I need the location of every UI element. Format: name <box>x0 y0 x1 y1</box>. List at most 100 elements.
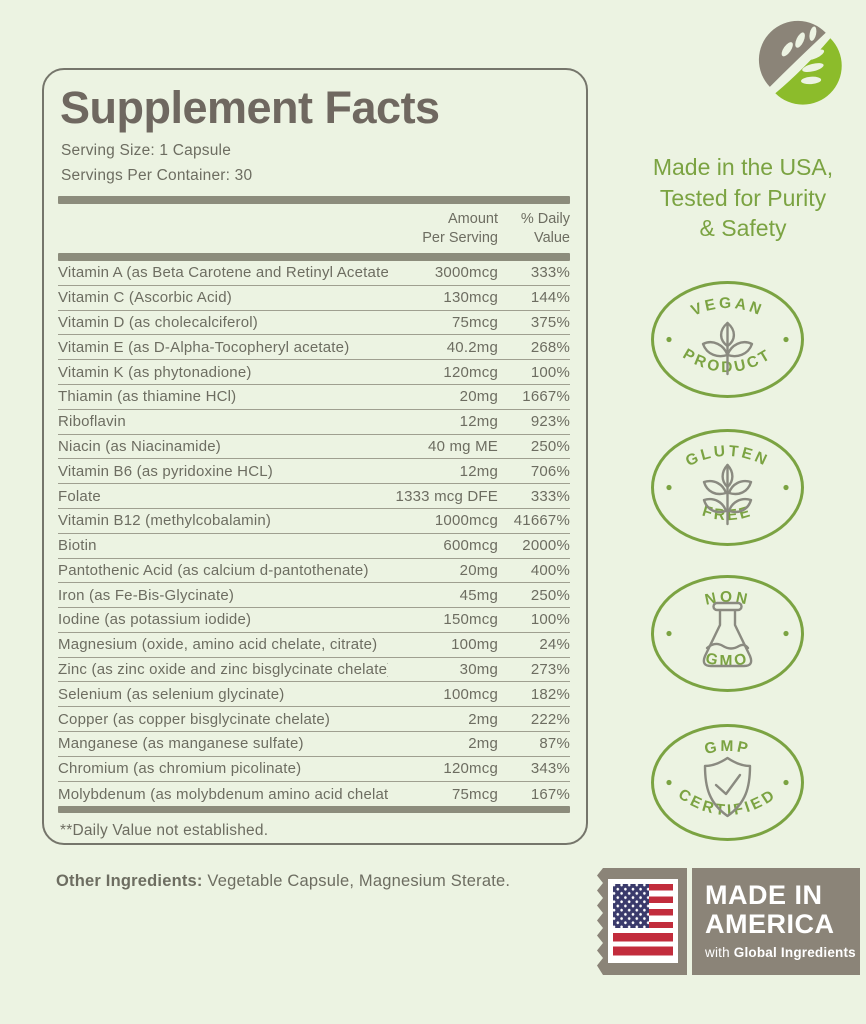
column-header-daily-value: % Daily Value <box>520 211 570 247</box>
nutrient-name: Riboflavin <box>58 413 126 431</box>
nutrient-name: Zinc (as zinc oxide and zinc bisglycinat… <box>58 661 388 679</box>
nutrient-amount: 120mcg <box>443 363 498 381</box>
table-row: Niacin (as Niacinamide) 40 mg ME 250% <box>58 435 570 460</box>
global-ingredients-line: with Global Ingredients <box>705 945 856 961</box>
nutrient-name: Niacin (as Niacinamide) <box>58 437 221 455</box>
svg-text:FREE: FREE <box>700 503 754 525</box>
table-row: Magnesium (oxide, amino acid chelate, ci… <box>58 633 570 658</box>
nutrient-amount: 2mg <box>468 735 498 753</box>
gluten-free-badge: GLUTEN FREE <box>651 429 804 546</box>
nutrient-name: Manganese (as manganese sulfate) <box>58 735 304 753</box>
non-gmo-badge: NON GMO <box>651 575 804 692</box>
svg-text:VEGAN: VEGAN <box>689 295 766 320</box>
daily-value-footnote: **Daily Value not established. <box>60 822 269 840</box>
nutrient-amount: 12mg <box>459 413 498 431</box>
nutrient-daily-value: 100% <box>530 363 570 381</box>
table-row: Chromium (as chromium picolinate) 120mcg 3… <box>58 757 570 782</box>
nutrient-daily-value: 24% <box>539 636 570 654</box>
badge-top-label: GMP <box>703 738 749 758</box>
other-ingredients-text: Vegetable Capsule, Magnesium Sterate. <box>202 872 511 890</box>
nutrient-amount: 75mcg <box>451 313 498 331</box>
nutrient-daily-value: 144% <box>530 289 570 307</box>
flask-icon <box>702 601 753 668</box>
table-row: Folate 1333 mcg DFE 333% <box>58 484 570 509</box>
table-row: Biotin 600mcg 2000% <box>58 534 570 559</box>
usa-flag-icon <box>597 868 687 975</box>
nutrient-name: Vitamin B6 (as pyridoxine HCL) <box>58 462 273 480</box>
nutrient-amount: 20mg <box>459 388 498 406</box>
facts-table: Vitamin A (as Beta Carotene and Retinyl … <box>58 261 570 807</box>
america-line: AMERICA <box>705 909 835 940</box>
table-row: Vitamin B12 (methylcobalamin) 1000mcg 4166… <box>58 509 570 534</box>
nutrient-amount: 100mg <box>451 636 498 654</box>
nutrient-name: Thiamin (as thiamine HCl) <box>58 388 237 406</box>
nutrient-daily-value: 41667% <box>513 512 570 530</box>
nutrient-daily-value: 250% <box>530 437 570 455</box>
usa-tagline-line: & Safety <box>699 215 787 242</box>
svg-text:GMP: GMP <box>703 738 752 758</box>
nutrient-amount: 130mcg <box>443 289 498 307</box>
table-row: Copper (as copper bisglycinate chelate) 2… <box>58 707 570 733</box>
servings-per-container: Servings Per Container: 30 <box>61 167 253 185</box>
made-in-america-stamp: MADE IN AMERICA with Global Ingredients <box>597 868 860 975</box>
table-row: Selenium (as selenium glycinate) 100mcg 18… <box>58 682 570 708</box>
badge-top-label: NON <box>703 589 748 609</box>
nutrient-daily-value: 1667% <box>522 388 570 406</box>
nutrient-name: Vitamin B12 (methylcobalamin) <box>58 512 272 530</box>
usa-tagline-line: Made in the USA, <box>652 154 834 180</box>
nutrient-daily-value: 182% <box>530 685 570 703</box>
usa-tagline: Made in the USA, Tested for Purity & Saf… <box>623 152 863 244</box>
divider-bar-bottom <box>58 806 570 814</box>
nutrient-daily-value: 343% <box>530 760 570 778</box>
usa-tagline-line: Tested for Purity <box>659 184 827 211</box>
table-row: Manganese (as manganese sulfate) 2mg 87% <box>58 732 570 757</box>
nutrient-daily-value: 333% <box>530 487 570 505</box>
other-ingredients: Other Ingredients: Vegetable Capsule, Ma… <box>56 872 510 891</box>
nutrient-daily-value: 2000% <box>522 537 570 555</box>
nutrient-daily-value: 250% <box>530 586 570 604</box>
table-row: Iron (as Fe-Bis-Glycinate) 45mg 250% <box>58 583 570 609</box>
nutrient-name: Selenium (as selenium glycinate) <box>58 685 285 703</box>
nutrient-daily-value: 100% <box>530 611 570 629</box>
nutrient-amount: 2mg <box>468 710 498 728</box>
divider-bar-header <box>58 252 570 261</box>
divider-bar-top <box>58 196 570 205</box>
nutrient-daily-value: 706% <box>530 462 570 480</box>
nutrient-name: Molybdenum (as molybdenum amino acid che… <box>58 785 388 803</box>
table-column-headers: Amount Per Serving % Daily Value <box>58 204 570 253</box>
table-row: Zinc (as zinc oxide and zinc bisglycinat… <box>58 658 570 683</box>
nutrient-daily-value: 268% <box>530 338 570 356</box>
leaf-logo-icon <box>758 20 842 105</box>
nutrient-amount: 75mcg <box>451 785 498 803</box>
nutrient-amount: 30mg <box>459 661 498 679</box>
nutrient-daily-value: 167% <box>530 785 570 803</box>
svg-text:NON: NON <box>703 589 751 609</box>
made-in-line: MADE IN <box>705 880 823 910</box>
table-row: Pantothenic Acid (as calcium d-pantothen… <box>58 559 570 584</box>
nutrient-name: Vitamin A (as Beta Carotene and Retinyl … <box>58 264 388 282</box>
nutrient-amount: 3000mcg <box>434 264 498 282</box>
nutrient-amount: 150mcg <box>443 611 498 629</box>
table-row: Vitamin A (as Beta Carotene and Retinyl … <box>58 261 570 286</box>
nutrient-name: Iodine (as potassium iodide) <box>58 611 252 629</box>
table-row: Molybdenum (as molybdenum amino acid che… <box>58 782 570 807</box>
vegan-product-badge: VEGAN PRODUCT <box>651 281 804 398</box>
nutrient-name: Vitamin D (as cholecalciferol) <box>58 313 258 331</box>
shield-check-icon <box>703 756 752 818</box>
gmp-certified-badge: GMP CERTIFIED <box>651 724 804 841</box>
table-row: Thiamin (as thiamine HCl) 20mg 1667% <box>58 385 570 410</box>
nutrient-amount: 40.2mg <box>446 338 498 356</box>
nutrient-name: Pantothenic Acid (as calcium d-pantothen… <box>58 561 369 579</box>
nutrient-daily-value: 273% <box>530 661 570 679</box>
nutrient-amount: 1000mcg <box>434 512 498 530</box>
plant-icon <box>701 321 754 376</box>
wheat-icon <box>702 463 753 526</box>
nutrient-daily-value: 333% <box>530 264 570 282</box>
nutrient-daily-value: 87% <box>539 735 570 753</box>
nutrient-amount: 20mg <box>459 561 498 579</box>
table-row: Vitamin D (as cholecalciferol) 75mcg 375% <box>58 311 570 336</box>
nutrient-amount: 600mcg <box>443 537 498 555</box>
nutrient-daily-value: 375% <box>530 313 570 331</box>
nutrient-name: Vitamin E (as D-Alpha-Tocopheryl acetate… <box>58 338 350 356</box>
